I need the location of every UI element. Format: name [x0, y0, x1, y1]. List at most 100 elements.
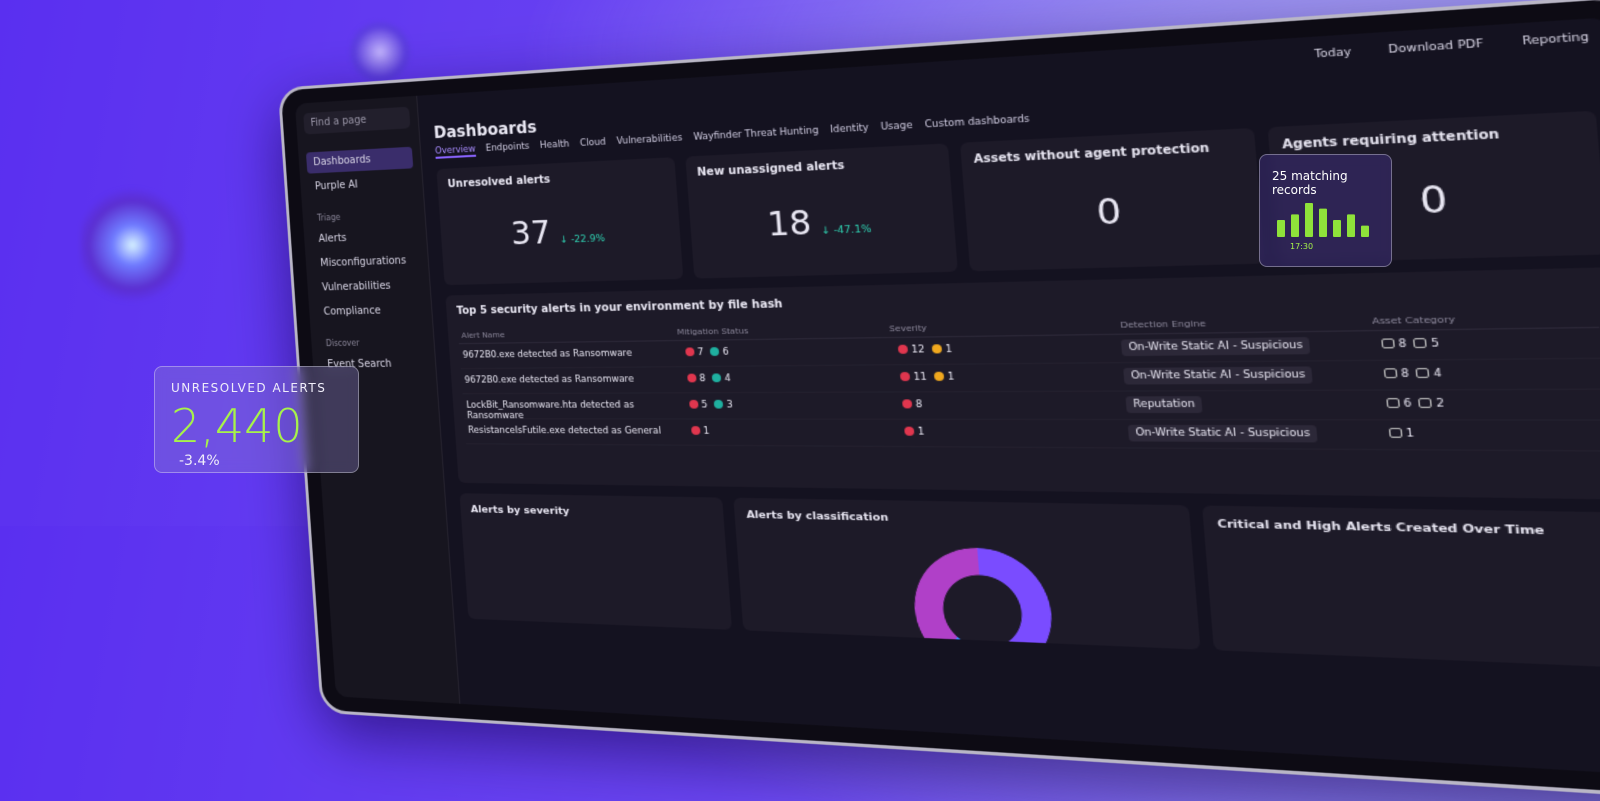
- status-dot: [904, 426, 915, 436]
- status-dot: [709, 347, 720, 356]
- mitigation-count: 6: [722, 346, 730, 359]
- bar: [1319, 208, 1327, 237]
- asset-icon: [1418, 397, 1433, 408]
- engine-cell: Reputation: [1121, 390, 1377, 421]
- card-value: 0: [964, 186, 1261, 238]
- engine-tag: Reputation: [1126, 396, 1203, 413]
- tab[interactable]: Overview: [434, 144, 477, 159]
- nav-item[interactable]: Purple AI: [314, 179, 359, 193]
- severity-count: 1: [947, 371, 955, 384]
- tab[interactable]: Wayfinder Threat Hunting: [693, 125, 819, 144]
- engine-tag: On-Write Static AI - Suspicious: [1128, 424, 1318, 443]
- card-title: Assets without agent protection: [973, 142, 1210, 167]
- toolbar-button[interactable]: Reporting: [1521, 31, 1590, 49]
- severity-count: 1: [917, 426, 925, 439]
- engine-cell: On-Write Static AI - Suspicious: [1119, 360, 1374, 392]
- table: Alert Name Mitigation Status Severity Detec…: [457, 307, 1600, 452]
- asset-count: 4: [1433, 367, 1443, 381]
- card-title: Unresolved alerts: [447, 174, 551, 191]
- toolbar-button[interactable]: Download PDF: [1387, 38, 1485, 57]
- mitigation-cell: 1: [680, 419, 895, 448]
- severity-cell: 11 1: [888, 363, 1122, 393]
- stat-overlay: UNRESOLVED ALERTS 2,440 -3.4%: [154, 366, 359, 473]
- asset-icon: [1385, 398, 1400, 409]
- asset-count: 1: [1405, 427, 1415, 441]
- alert-name: 9672B0.exe detected as Ransomware: [460, 367, 679, 395]
- tab[interactable]: Health: [539, 139, 570, 152]
- section-title: Triage: [316, 212, 341, 223]
- tab[interactable]: Vulnerabilities: [616, 132, 683, 148]
- severity-count: 8: [915, 399, 923, 411]
- engine-tag: On-Write Static AI - Suspicious: [1121, 337, 1311, 357]
- asset-icon: [1413, 337, 1428, 349]
- stat-value: 2,440: [171, 399, 303, 453]
- decor-logo: [80, 185, 185, 305]
- decor-orb: [350, 22, 410, 82]
- card-title: Agents requiring attention: [1281, 128, 1500, 153]
- severity-cell: 8: [890, 391, 1125, 421]
- asset-count: 5: [1430, 337, 1440, 351]
- asset-count: 8: [1400, 368, 1410, 381]
- nav-item[interactable]: Alerts: [318, 232, 347, 245]
- main: Today Download PDF Reporting Dashboards Ov…: [417, 17, 1600, 776]
- change: ↓ -22.9%: [559, 233, 606, 246]
- panels: Alerts by severity Alerts by classificati…: [459, 493, 1600, 669]
- nav-item[interactable]: Misconfigurations: [319, 255, 407, 270]
- severity-count: 11: [913, 371, 928, 384]
- asset-icon: [1415, 367, 1430, 379]
- asset-count: 6: [1403, 398, 1413, 411]
- bar: [1291, 214, 1299, 237]
- bar: [1361, 225, 1369, 237]
- time-label: 17:30: [1290, 242, 1314, 251]
- stat-change: -3.4%: [179, 453, 220, 469]
- toolbar-button[interactable]: Today: [1314, 46, 1352, 62]
- engine-cell: On-Write Static AI - Suspicious: [1117, 331, 1372, 364]
- status-dot: [902, 399, 913, 409]
- value: 18: [765, 203, 814, 245]
- change-text: -22.9%: [570, 233, 606, 246]
- nav-item[interactable]: Vulnerabilities: [321, 280, 392, 294]
- status-dot: [931, 344, 943, 354]
- severity-cell: 12 1: [886, 334, 1120, 366]
- asset-cell: 1: [1376, 420, 1600, 452]
- asset-icon: [1383, 368, 1398, 379]
- alert-name: ResistanceIsFutile.exe detected as Gener…: [464, 419, 683, 446]
- chart-panel: Alerts by classification: [733, 497, 1201, 650]
- tab[interactable]: Custom dashboards: [924, 113, 1031, 131]
- tab[interactable]: Usage: [880, 120, 914, 134]
- table-panel: Top 5 security alerts in your environmen…: [445, 267, 1600, 500]
- tab[interactable]: Endpoints: [485, 141, 530, 155]
- chart-panel: Alerts by severity: [459, 493, 733, 630]
- mitigation-count: 5: [701, 399, 708, 411]
- screen: Find a page Dashboards Purple AI Triage Ale…: [294, 17, 1600, 777]
- asset-count: 8: [1398, 338, 1407, 351]
- panel-title: Alerts by severity: [470, 503, 570, 518]
- nav-item[interactable]: Dashboards: [305, 146, 414, 174]
- status-dot: [897, 344, 909, 354]
- panel-title: Alerts by classification: [746, 509, 889, 525]
- bar: [1333, 220, 1341, 237]
- value: 37: [509, 214, 553, 253]
- bar: [1347, 214, 1355, 237]
- nav-item[interactable]: Compliance: [323, 305, 382, 318]
- tab[interactable]: Cloud: [579, 137, 607, 150]
- search-box[interactable]: Find a page: [303, 106, 411, 135]
- tab[interactable]: Identity: [829, 122, 870, 136]
- laptop: Find a page Dashboards Purple AI Triage Ale…: [277, 0, 1600, 801]
- metric-card: Assets without agent protection 0: [960, 127, 1265, 272]
- alert-name: LockBit_Ransomware.hta detected as Ranso…: [462, 393, 681, 421]
- status-dot: [684, 347, 695, 357]
- metric-card: Unresolved alerts 37 ↓ -22.9%: [436, 157, 683, 286]
- severity-count: 12: [911, 344, 926, 357]
- card-value: 18 ↓ -47.1%: [689, 198, 956, 247]
- chart-panel: Critical and High Alerts Created Over Ti…: [1202, 505, 1600, 669]
- engine-tag: On-Write Static AI - Suspicious: [1123, 366, 1313, 385]
- value: 0: [1417, 178, 1450, 224]
- mitigation-count: 4: [724, 373, 732, 385]
- change-text: -47.1%: [833, 224, 872, 237]
